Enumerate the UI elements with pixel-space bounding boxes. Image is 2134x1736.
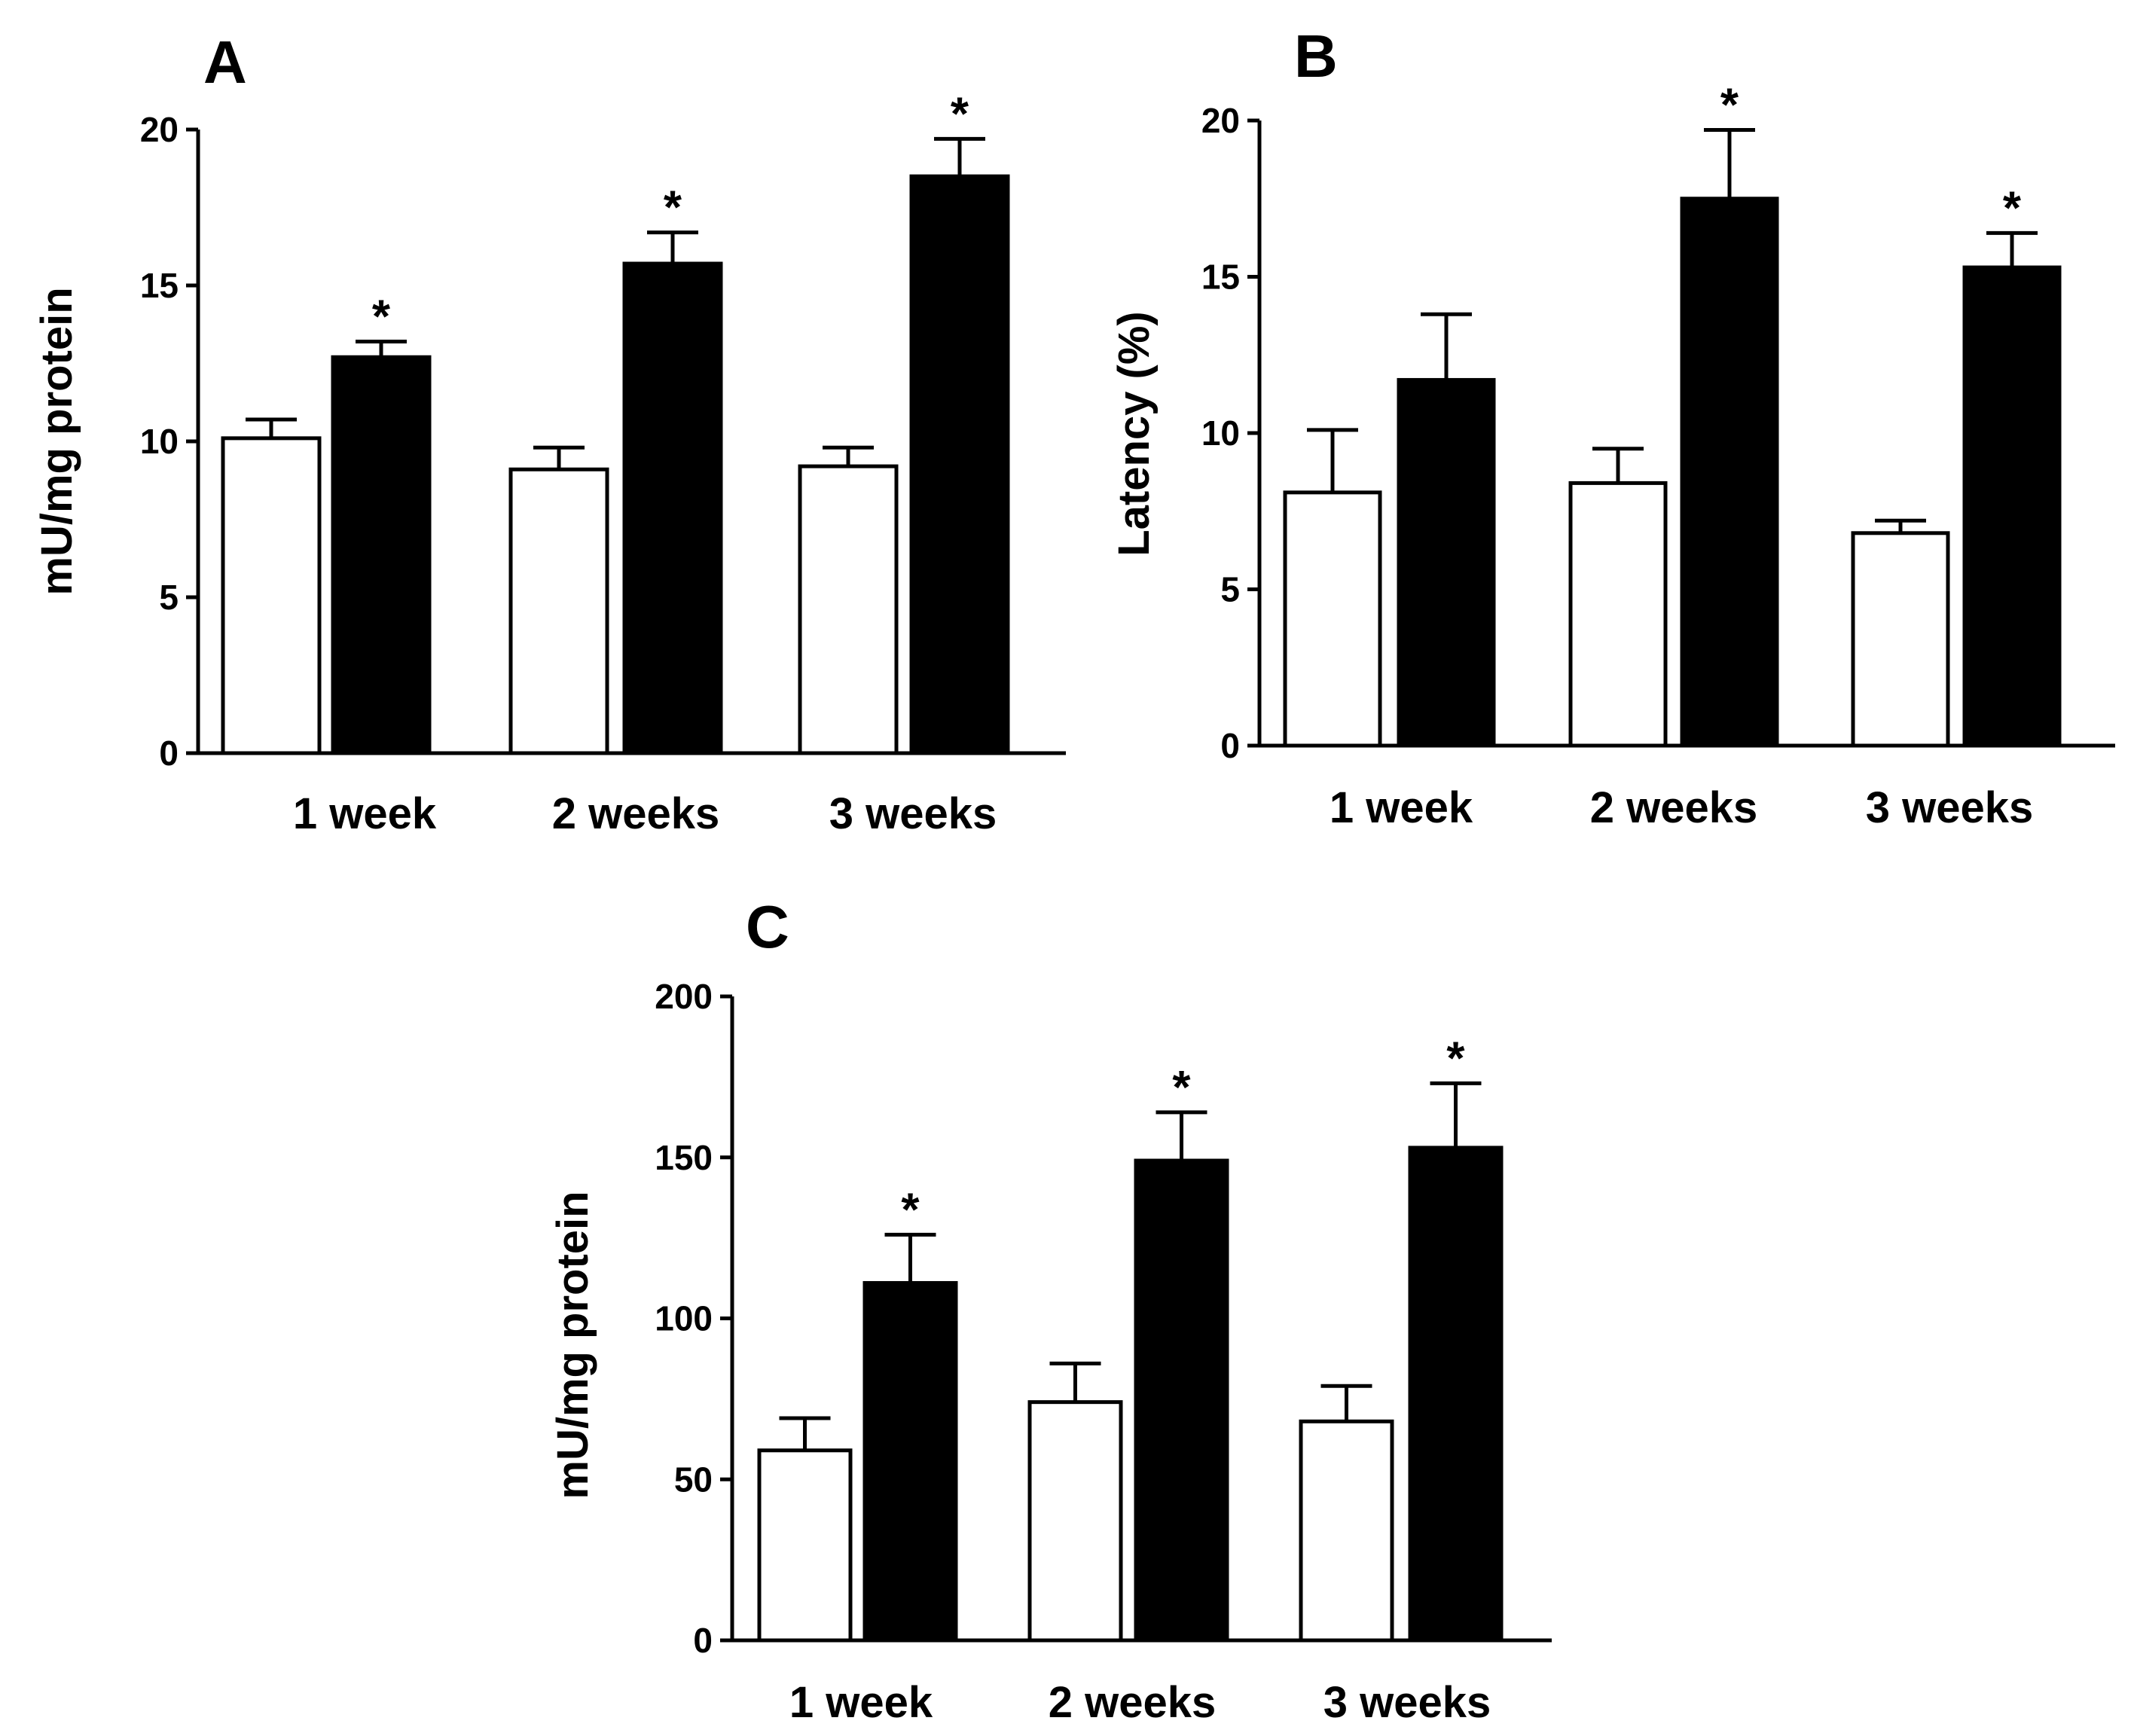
category-label: 1 week: [1330, 783, 1473, 832]
significance-star: *: [1172, 1062, 1191, 1114]
y-axis-title: mU/mg protein: [548, 1191, 597, 1499]
y-tick-label: 50: [674, 1460, 713, 1499]
significance-star: *: [1446, 1033, 1465, 1085]
y-tick-label: 0: [1220, 726, 1240, 765]
y-tick-label: 20: [1201, 101, 1240, 140]
y-tick-label: 200: [655, 977, 713, 1016]
category-label: 3 weeks: [1866, 783, 2034, 832]
y-axis-title: mU/mg protein: [32, 287, 81, 595]
significance-star: *: [2003, 182, 2022, 234]
panel-c: C 0 50 100 150 200 mU/mg protein * 1 week * 2 week…: [548, 893, 1552, 1727]
category-label: 2 weeks: [1590, 783, 1758, 832]
bar-filled: [1408, 1146, 1504, 1643]
bar-open: [1283, 490, 1382, 748]
bar-open: [508, 467, 609, 755]
y-tick-label: 5: [159, 578, 179, 617]
bar-open: [1299, 1419, 1394, 1643]
y-tick-label: 0: [159, 734, 179, 773]
bar-open: [221, 436, 322, 755]
significance-star: *: [372, 291, 391, 343]
bar-filled: [1962, 265, 2062, 748]
significance-star: *: [1720, 79, 1739, 131]
bar-open: [1027, 1400, 1123, 1643]
category-label: 2 weeks: [1049, 1678, 1217, 1727]
category-label: 1 week: [789, 1678, 933, 1727]
bar-filled: [909, 174, 1010, 755]
panel-letter: A: [203, 29, 247, 96]
significance-star: *: [951, 88, 969, 140]
y-tick-label: 150: [655, 1138, 713, 1177]
y-tick-label: 100: [655, 1299, 713, 1338]
y-axis-title: Latency (%): [1110, 311, 1159, 557]
significance-star: *: [664, 182, 682, 234]
bar-filled: [862, 1280, 958, 1643]
panel-b: B 0 5 10 15 20 Latency (%) 1 week * 2 weeks * 3 wee…: [1110, 23, 2115, 832]
y-tick-label: 0: [693, 1621, 713, 1660]
category-label: 3 weeks: [1323, 1678, 1491, 1727]
bar-filled: [1397, 377, 1496, 748]
significance-star: *: [901, 1184, 920, 1236]
bar-filled: [1680, 197, 1779, 748]
bar-filled: [331, 355, 432, 755]
y-tick-label: 15: [140, 266, 179, 305]
category-label: 2 weeks: [552, 789, 720, 838]
category-label: 3 weeks: [829, 789, 997, 838]
category-label: 1 week: [293, 789, 437, 838]
y-tick-label: 10: [140, 422, 179, 461]
y-tick-label: 20: [140, 110, 179, 149]
bar-open: [1568, 481, 1668, 748]
y-tick-label: 10: [1201, 413, 1240, 453]
bar-filled: [1134, 1158, 1229, 1643]
panel-a: A 0 5 10 15 20 mU/mg protein * 1 week * 2 weeks * 3 …: [32, 29, 1066, 838]
bar-open: [798, 464, 899, 755]
panel-letter: C: [746, 893, 789, 960]
y-tick-label: 15: [1201, 258, 1240, 297]
panel-letter: B: [1294, 23, 1338, 90]
bar-open: [1851, 531, 1950, 748]
y-tick-label: 5: [1220, 570, 1240, 609]
bar-open: [757, 1448, 853, 1643]
bar-filled: [622, 261, 723, 755]
